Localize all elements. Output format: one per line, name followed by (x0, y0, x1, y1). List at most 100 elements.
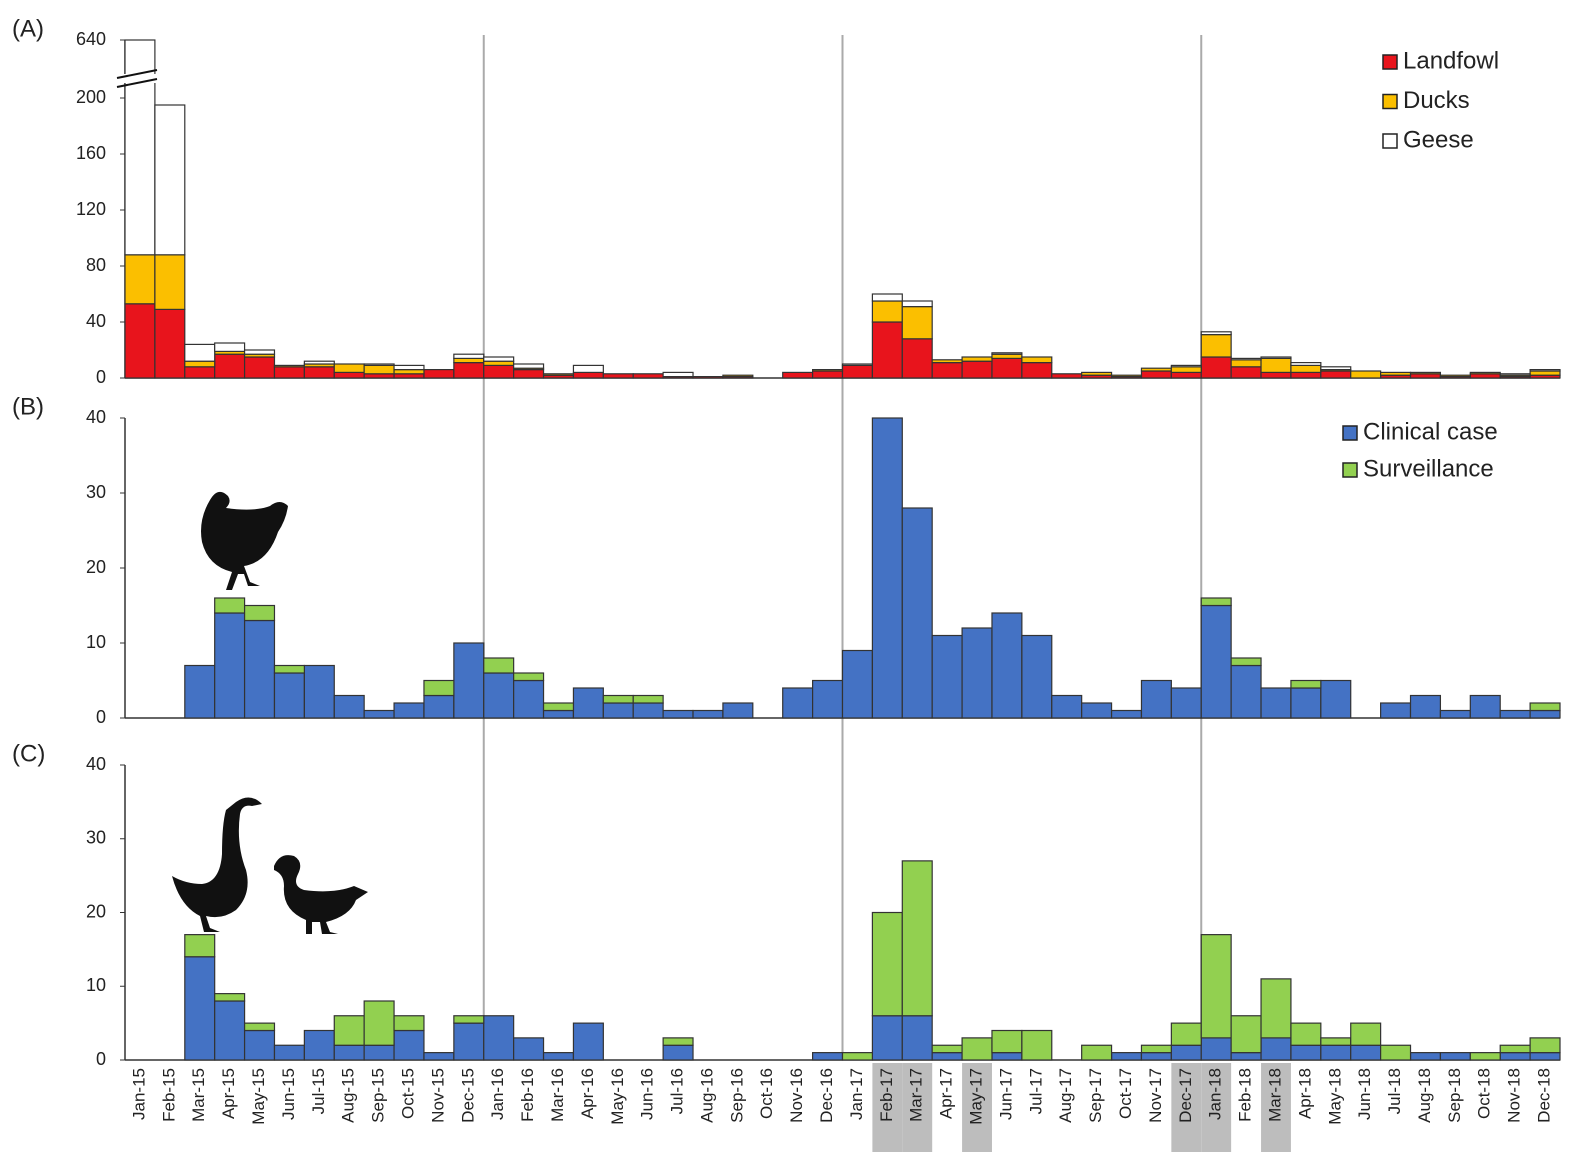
bar-segment (872, 913, 902, 1016)
bar-segment (544, 711, 574, 719)
bar-segment (902, 339, 932, 378)
x-tick-label: Sep-18 (1445, 1068, 1464, 1123)
legend-swatch (1383, 55, 1397, 69)
bar-segment (514, 370, 544, 378)
bar-segment (1141, 371, 1171, 378)
bar-segment (872, 418, 902, 718)
y-tick-label: 30 (86, 482, 106, 502)
bar-segment (215, 354, 245, 378)
bar-segment (1141, 1045, 1171, 1052)
bar-segment (245, 357, 275, 378)
bar-segment (573, 1023, 603, 1060)
bar-segment (1291, 365, 1321, 372)
bar-segment (1411, 372, 1441, 373)
bar-segment (304, 367, 334, 378)
bar-segment (245, 1031, 275, 1061)
bar-segment (1261, 1038, 1291, 1060)
x-tick-label: Aug-18 (1415, 1068, 1434, 1123)
x-tick-label: May-16 (608, 1068, 627, 1125)
bar-segment (274, 673, 304, 718)
bar-segment (1052, 374, 1082, 378)
bar-segment (424, 681, 454, 696)
bar-segment (932, 363, 962, 378)
bar-segment (1321, 367, 1351, 370)
bar-segment (783, 372, 813, 378)
x-tick-label: Oct-18 (1475, 1068, 1494, 1119)
x-tick-label: Sep-15 (369, 1068, 388, 1123)
x-tick-label: Feb-15 (159, 1068, 178, 1122)
bar-segment (215, 994, 245, 1001)
bar-segment (245, 621, 275, 719)
bar-segment (544, 374, 574, 375)
x-tick-label: Jul-15 (309, 1068, 328, 1114)
legend-swatch (1343, 463, 1357, 477)
bar-segment (1411, 1053, 1441, 1060)
legend-swatch (1383, 95, 1397, 109)
bar-segment (334, 696, 364, 719)
bar-segment (394, 365, 424, 369)
bar-segment (1231, 666, 1261, 719)
bar-segment (1141, 368, 1171, 371)
bar-segment (484, 658, 514, 673)
bar-segment (364, 374, 394, 378)
y-tick-label: 40 (86, 407, 106, 427)
y-tick-label: 160 (76, 143, 106, 163)
bar-segment (1171, 1045, 1201, 1060)
bar-segment (573, 372, 603, 378)
x-tick-label: Apr-15 (219, 1068, 238, 1119)
bar-segment (364, 711, 394, 719)
bar-segment (813, 371, 843, 378)
bar-segment (872, 1016, 902, 1060)
bar-segment (304, 666, 334, 719)
bar-segment (1171, 688, 1201, 718)
goose-icon (172, 797, 262, 932)
x-tick-label: Jan-16 (488, 1068, 507, 1120)
y-tick-label: 640 (76, 29, 106, 49)
bar-segment (1231, 1053, 1261, 1060)
x-tick-label: Nov-16 (787, 1068, 806, 1123)
bar-segment (1022, 636, 1052, 719)
x-tick-label: Jan-17 (847, 1068, 866, 1120)
bar-segment (454, 358, 484, 362)
bar-segment (1470, 372, 1500, 373)
bar-segment (813, 1053, 843, 1060)
chart: Jan-15Feb-15Mar-15Apr-15May-15Jun-15Jul-… (0, 0, 1596, 1152)
bar-segment (693, 711, 723, 719)
x-tick-label: Feb-18 (1236, 1068, 1255, 1122)
bar-segment (245, 606, 275, 621)
bar-segment (1171, 1023, 1201, 1045)
x-tick-label: Aug-15 (339, 1068, 358, 1123)
bar-segment (902, 508, 932, 718)
bar-segment (424, 696, 454, 719)
bar-segment (274, 666, 304, 674)
bar-segment (992, 358, 1022, 378)
bar-segment (1530, 370, 1560, 371)
bar-segment (633, 374, 663, 378)
x-tick-label: Apr-16 (578, 1068, 597, 1119)
legend-label: Ducks (1403, 87, 1470, 114)
y-tick-label: 80 (86, 255, 106, 275)
bar-segment (125, 255, 155, 304)
bar-segment (1500, 1045, 1530, 1052)
bar-segment (155, 255, 185, 310)
bar-segment (454, 1016, 484, 1023)
bar-segment (1411, 374, 1441, 378)
bar-segment (843, 365, 873, 378)
bar-segment (1052, 696, 1082, 719)
bar-segment (663, 711, 693, 719)
x-tick-label: Mar-16 (548, 1068, 567, 1122)
bar-segment (1231, 1016, 1261, 1053)
bar-segment (215, 1001, 245, 1060)
bar-segment (1022, 357, 1052, 363)
bar-segment (1141, 681, 1171, 719)
bar-segment (992, 353, 1022, 354)
bar-segment (1201, 332, 1231, 335)
y-tick-label: 0 (96, 367, 106, 387)
bar-segment (334, 1045, 364, 1060)
bar-segment (185, 367, 215, 378)
bar-segment (394, 703, 424, 718)
bar-segment (1082, 1045, 1112, 1060)
bar-segment (872, 322, 902, 378)
bar-segment (1291, 363, 1321, 366)
bar-segment (962, 361, 992, 378)
